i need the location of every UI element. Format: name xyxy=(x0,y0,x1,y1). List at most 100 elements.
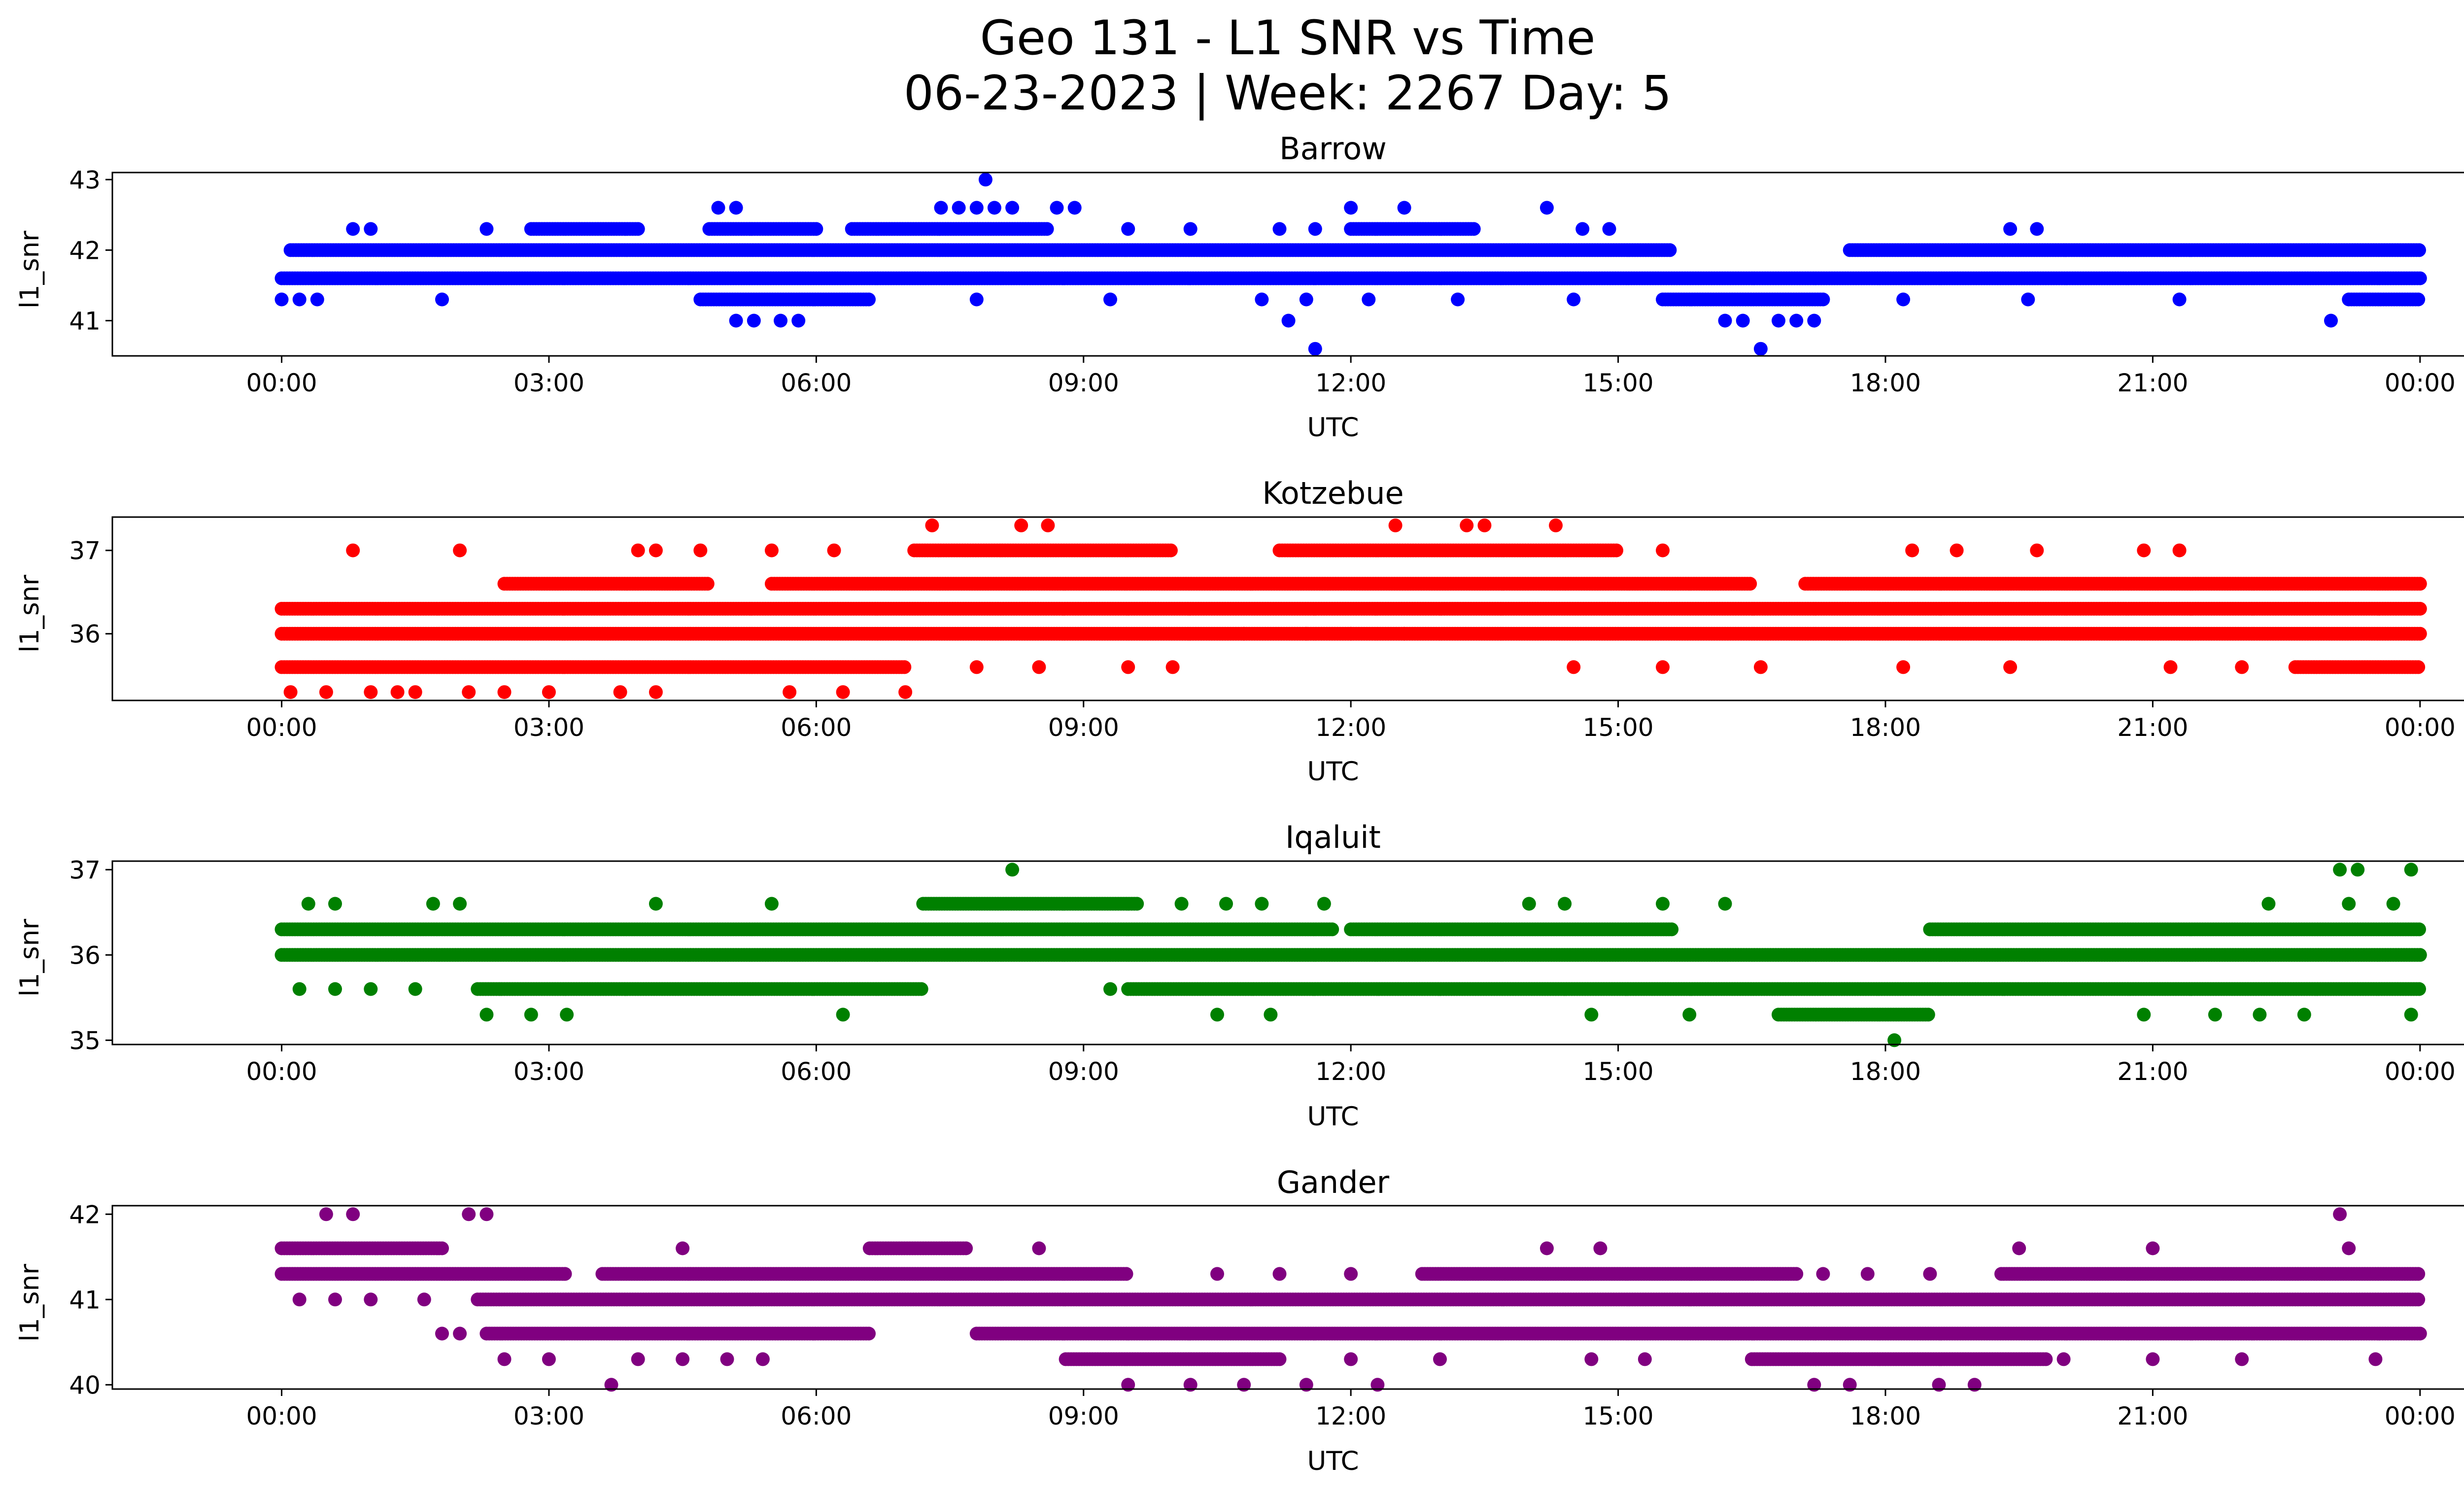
scatter-point xyxy=(1041,519,1055,532)
scatter-point xyxy=(1754,342,1768,356)
scatter-point xyxy=(1754,660,1768,674)
scatter-point xyxy=(1467,222,1481,236)
subplot-title: Iqaluit xyxy=(1285,819,1381,855)
axes-frame xyxy=(112,173,2464,356)
scatter-point xyxy=(346,544,360,557)
scatter-point xyxy=(783,685,796,699)
scatter-point xyxy=(925,519,939,532)
scatter-point xyxy=(1050,201,1064,215)
scatter-point xyxy=(898,685,912,699)
scatter-point xyxy=(2164,660,2178,674)
scatter-point xyxy=(1656,660,1670,674)
scatter-point xyxy=(649,685,663,699)
scatter-point xyxy=(934,201,948,215)
scatter-point xyxy=(275,293,289,307)
scatter-point xyxy=(284,685,298,699)
x-tick-label: 15:00 xyxy=(1583,713,1654,742)
scatter-point xyxy=(1663,243,1677,257)
scatter-point xyxy=(1896,293,1910,307)
scatter-point xyxy=(1772,314,1785,328)
scatter-point xyxy=(979,173,992,186)
scatter-point xyxy=(498,685,512,699)
scatter-point xyxy=(2030,222,2044,236)
scatter-point xyxy=(988,201,1001,215)
scatter-point xyxy=(1398,201,1411,215)
scatter-series xyxy=(275,863,2427,1047)
scatter-point xyxy=(2030,544,2044,557)
scatter-point xyxy=(1451,293,1465,307)
scatter-point xyxy=(1344,201,1358,215)
scatter-point xyxy=(1549,519,1563,532)
x-tick-label: 21:00 xyxy=(2117,369,2188,397)
scatter-point xyxy=(970,660,984,674)
scatter-point xyxy=(1736,314,1750,328)
scatter-point xyxy=(1743,577,1757,591)
scatter-point xyxy=(1300,627,1313,641)
x-tick-label: 00:00 xyxy=(2385,369,2456,397)
scatter-point xyxy=(1905,544,1919,557)
scatter-point xyxy=(1032,660,1046,674)
y-tick-label: 43 xyxy=(69,166,101,194)
scatter-point xyxy=(649,544,663,557)
scatter-point xyxy=(409,685,422,699)
scatter-point xyxy=(435,293,449,307)
scatter-point xyxy=(1255,293,1268,307)
x-tick-label: 03:00 xyxy=(513,369,584,397)
scatter-point xyxy=(310,293,324,307)
y-tick-label: 36 xyxy=(69,620,101,649)
scatter-point xyxy=(1389,519,1403,532)
scatter-point xyxy=(2173,544,2187,557)
scatter-point xyxy=(631,544,645,557)
scatter-point xyxy=(1460,519,1473,532)
scatter-point xyxy=(2137,544,2151,557)
scatter-point xyxy=(1398,627,1411,641)
scatter-point xyxy=(542,685,556,699)
scatter-point xyxy=(1184,222,1198,236)
scatter-point xyxy=(1567,293,1580,307)
scatter-point xyxy=(1540,201,1554,215)
x-tick-label: 18:00 xyxy=(1850,713,1921,742)
scatter-point xyxy=(1344,627,1358,641)
scatter-point xyxy=(897,660,911,674)
scatter-point xyxy=(2003,660,2017,674)
scatter-point xyxy=(701,577,715,591)
scatter-point xyxy=(729,201,743,215)
scatter-point xyxy=(2413,602,2427,616)
scatter-point xyxy=(1896,660,1910,674)
scatter-point xyxy=(2413,272,2427,285)
scatter-point xyxy=(1567,660,1580,674)
scatter-point xyxy=(1609,544,1623,557)
x-tick-label: 00:00 xyxy=(2385,713,2456,742)
scatter-point xyxy=(2413,577,2427,591)
scatter-point xyxy=(1477,519,1491,532)
scatter-point xyxy=(364,222,377,236)
scatter-point xyxy=(1816,293,1830,307)
x-tick-label: 00:00 xyxy=(246,369,317,397)
scatter-point xyxy=(1718,314,1732,328)
x-tick-label: 09:00 xyxy=(1048,369,1119,397)
scatter-point xyxy=(2413,627,2427,641)
scatter-point xyxy=(1273,222,1287,236)
scatter-point xyxy=(2235,660,2249,674)
scatter-point xyxy=(293,293,307,307)
scatter-point xyxy=(1575,222,1589,236)
scatter-point xyxy=(1362,293,1375,307)
scatter-point xyxy=(729,314,743,328)
scatter-point xyxy=(693,544,707,557)
scatter-point xyxy=(2411,293,2425,307)
scatter-point xyxy=(712,201,725,215)
scatter-point xyxy=(1103,293,1117,307)
scatter-point xyxy=(319,685,333,699)
scatter-point xyxy=(862,293,876,307)
x-tick-label: 21:00 xyxy=(2117,713,2188,742)
x-tick-label: 09:00 xyxy=(1048,713,1119,742)
scatter-point xyxy=(453,544,467,557)
scatter-point xyxy=(970,293,984,307)
scatter-point xyxy=(2173,293,2187,307)
x-tick-label: 18:00 xyxy=(1850,369,1921,397)
y-axis-label: l1_snr xyxy=(15,231,45,309)
scatter-point xyxy=(1308,342,1322,356)
